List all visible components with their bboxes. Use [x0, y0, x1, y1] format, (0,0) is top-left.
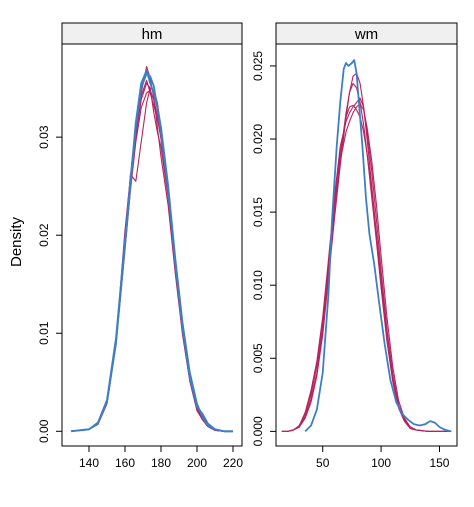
panel-frame-wm [275, 43, 458, 447]
density-line-hm-observed-1 [70, 69, 233, 433]
x-tick-label-hm-220: 220 [223, 456, 243, 470]
y-tick-label-wm-4: 0.020 [251, 124, 265, 154]
y-tick-label-wm-3: 0.015 [251, 197, 265, 227]
density-line-hm-simulated-5 [70, 82, 233, 432]
strip-label-wm: wm [354, 26, 378, 43]
y-tick-label-hm-1: 0.01 [37, 321, 51, 345]
strip-label-hm: hm [142, 26, 163, 43]
x-tick-label-wm-50: 50 [316, 456, 330, 470]
x-tick-label-hm-200: 200 [187, 456, 207, 470]
panel-frame-hm [61, 43, 243, 447]
x-tick-label-hm-180: 180 [151, 456, 171, 470]
panels: hm 140 160 180 200 220 0.00 0.01 0.02 0.03 wm 50 100… [37, 22, 458, 470]
density-line-hm-simulated-4 [70, 87, 233, 432]
x-tick-label-hm-140: 140 [79, 456, 99, 470]
y-tick-label-hm-3: 0.03 [37, 125, 51, 149]
y-tick-label-hm-2: 0.02 [37, 223, 51, 247]
density-line-hm-observed-0 [70, 72, 233, 433]
density-line-wm-observed-0 [304, 59, 452, 433]
series-group-hm [70, 66, 233, 433]
y-tick-label-wm-5: 0.025 [251, 51, 265, 81]
density-line-wm-simulated-1 [281, 104, 452, 432]
y-tick-label-wm-1: 0.005 [251, 343, 265, 373]
x-tick-label-hm-160: 160 [115, 456, 135, 470]
y-axis-label: Density [8, 216, 25, 267]
density-line-hm-simulated-3 [70, 89, 233, 432]
panel-hm: hm 140 160 180 200 220 0.00 0.01 0.02 0.03 [37, 22, 243, 470]
density-line-hm-simulated-2 [70, 66, 233, 432]
y-tick-label-hm-0: 0.00 [37, 419, 51, 443]
y-tick-label-wm-0: 0.000 [251, 416, 265, 446]
series-group-wm [281, 59, 452, 433]
density-line-hm-simulated-6 [70, 79, 233, 432]
y-tick-label-wm-2: 0.010 [251, 270, 265, 300]
x-tick-label-wm-100: 100 [371, 456, 391, 470]
x-tick-label-wm-150: 150 [429, 456, 449, 470]
panel-wm: wm 50 100 150 0.000 0.005 0.010 0.015 0.020 0.025 [251, 22, 458, 470]
